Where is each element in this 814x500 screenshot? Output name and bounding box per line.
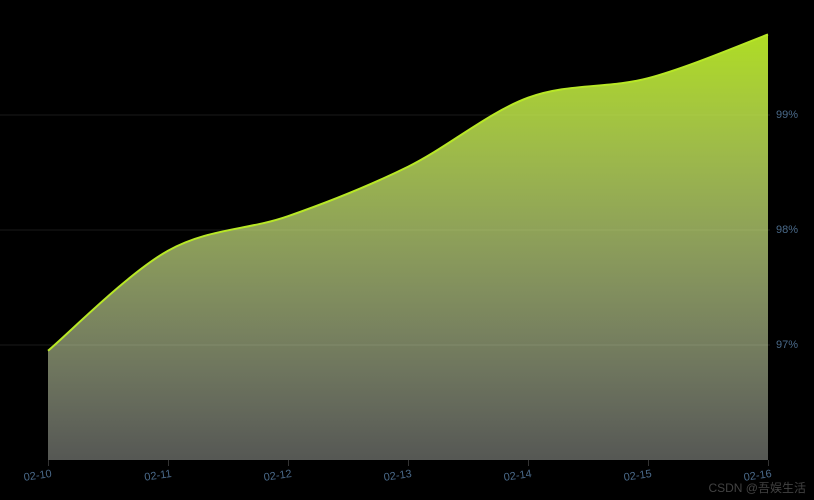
x-tick	[48, 460, 49, 466]
y-axis: 97% 98% 99%	[770, 0, 814, 460]
x-tick-label: 02-12	[263, 468, 293, 484]
x-tick-label: 02-11	[144, 468, 173, 484]
chart-svg	[0, 0, 770, 460]
x-tick	[768, 460, 769, 466]
x-tick-label: 02-15	[623, 468, 653, 484]
x-tick	[408, 460, 409, 466]
x-tick-label: 02-14	[503, 468, 533, 484]
x-tick	[648, 460, 649, 466]
x-tick	[288, 460, 289, 466]
area-fill	[48, 35, 768, 461]
x-axis: 02-1002-1102-1202-1302-1402-1502-16	[0, 460, 770, 500]
y-tick-label: 97%	[776, 339, 798, 351]
x-tick-label: 02-13	[383, 468, 413, 484]
x-tick-label: 02-10	[23, 468, 53, 484]
y-tick-label: 99%	[776, 109, 798, 121]
y-tick-label: 98%	[776, 224, 798, 236]
x-tick	[168, 460, 169, 466]
x-tick	[528, 460, 529, 466]
area-chart	[0, 0, 770, 460]
watermark-text: CSDN @吾娱生活	[708, 479, 806, 496]
